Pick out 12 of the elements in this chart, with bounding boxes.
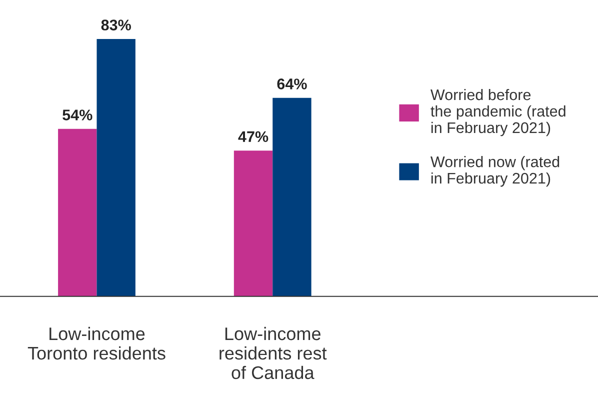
bar: [96, 39, 136, 296]
x-tick-label: Low-income Toronto residents: [28, 326, 166, 360]
bar: [234, 150, 273, 296]
data-label: 83%: [101, 20, 131, 30]
data-label: 54%: [62, 110, 92, 120]
legend-label: Worried before the pandemic (rated in February 2021): [430, 88, 566, 136]
bar: [58, 128, 97, 296]
data-label: 47%: [238, 131, 268, 142]
x-tick-label: Low-income residents rest of Canada: [220, 326, 327, 380]
legend-label: Worried now (rated in February 2021): [430, 156, 560, 187]
data-label: 64%: [277, 78, 307, 90]
bar: [272, 98, 312, 296]
